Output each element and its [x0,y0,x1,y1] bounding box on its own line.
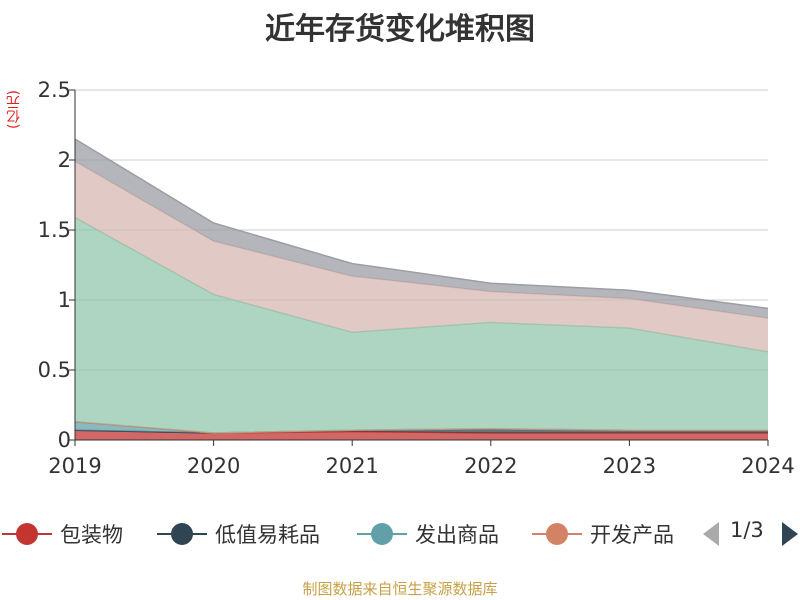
area-line-6 [74,138,769,310]
legend-item[interactable]: 低值易耗品 [155,516,320,552]
y-tick-label: 1 [58,288,71,312]
legend-item[interactable]: 开发产品 [530,516,674,552]
x-tick-label: 2021 [325,454,378,478]
x-tick-label: 2023 [603,454,656,478]
legend-marker-icon [0,516,54,552]
legend-label: 低值易耗品 [215,523,320,547]
legend: 包装物 低值易耗品 发出商品 开发产品 1/3 [0,516,800,552]
chart-title: 近年存货变化堆积图 [265,12,535,47]
y-tick-label: 0.5 [38,358,71,382]
legend-next-page-icon[interactable] [782,522,798,546]
area-series-4 [75,217,768,433]
legend-marker-icon [530,516,584,552]
legend-page-indicator: 1/3 [730,518,764,542]
stacked-area-chart: 0 0.5 1 1.5 2 2.5 2019 2020 2021 2022 2023 2024 [38,78,795,478]
legend-items: 包装物 低值易耗品 发出商品 开发产品 [0,516,685,552]
area-series-5 [75,161,768,352]
legend-item[interactable]: 包装物 [0,516,123,552]
data-source-note: 制图数据来自恒生聚源数据库 [302,580,498,598]
x-tick-label: 2022 [464,454,517,478]
y-tick-label: 2.5 [38,78,71,102]
legend-label: 开发产品 [590,523,674,547]
legend-marker-icon [155,516,209,552]
x-tick-label: 2019 [48,454,101,478]
legend-label: 包装物 [60,523,123,547]
legend-item[interactable]: 发出商品 [355,516,499,552]
x-tick-label: 2024 [741,454,794,478]
y-tick-label: 1.5 [38,218,71,242]
legend-label: 发出商品 [415,523,499,547]
legend-marker-icon [355,516,409,552]
area-series-6 [75,139,768,319]
legend-prev-page-icon[interactable] [703,522,719,546]
x-tick-label: 2020 [187,454,240,478]
y-tick-label: 0 [58,428,71,452]
y-tick-label: 2 [58,148,71,172]
area-series-1 [75,428,768,433]
